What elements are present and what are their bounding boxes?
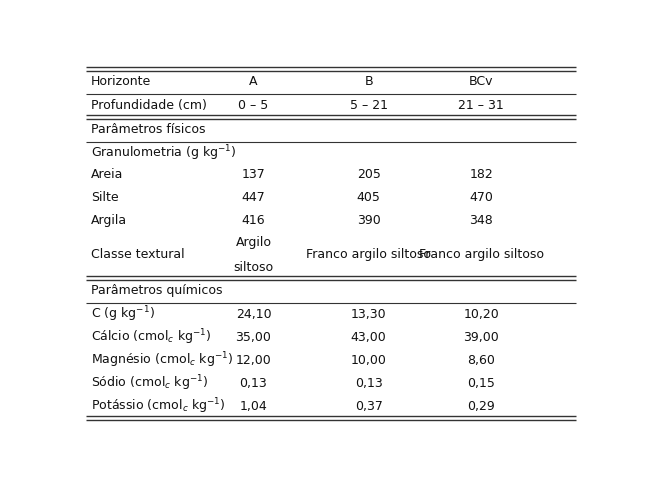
Text: 8,60: 8,60 — [467, 354, 495, 367]
Text: 137: 137 — [242, 168, 266, 181]
Text: 390: 390 — [357, 214, 380, 227]
Text: 39,00: 39,00 — [463, 331, 499, 344]
Text: Parâmetros físicos: Parâmetros físicos — [90, 123, 205, 136]
Text: 0,29: 0,29 — [468, 400, 495, 413]
Text: 5 – 21: 5 – 21 — [349, 99, 388, 112]
Text: BCv: BCv — [469, 75, 494, 88]
Text: C (g kg$^{-1}$): C (g kg$^{-1}$) — [90, 305, 154, 324]
Text: B: B — [364, 75, 373, 88]
Text: 470: 470 — [470, 191, 493, 204]
Text: 416: 416 — [242, 214, 266, 227]
Text: Sódio (cmol$_c$ kg$^{-1}$): Sódio (cmol$_c$ kg$^{-1}$) — [90, 374, 208, 393]
Text: 1,04: 1,04 — [240, 400, 267, 413]
Text: Profundidade (cm): Profundidade (cm) — [90, 99, 207, 112]
Text: 43,00: 43,00 — [351, 331, 386, 344]
Text: 0,15: 0,15 — [467, 377, 495, 390]
Text: 405: 405 — [357, 191, 380, 204]
Text: 0,13: 0,13 — [240, 377, 267, 390]
Text: Horizonte: Horizonte — [90, 75, 151, 88]
Text: siltoso: siltoso — [233, 261, 273, 274]
Text: Areia: Areia — [90, 168, 123, 181]
Text: Parâmetros químicos: Parâmetros químicos — [90, 284, 222, 297]
Text: 348: 348 — [470, 214, 493, 227]
Text: Franco argilo siltoso: Franco argilo siltoso — [419, 248, 544, 261]
Text: 447: 447 — [242, 191, 266, 204]
Text: 0 – 5: 0 – 5 — [238, 99, 269, 112]
Text: 13,30: 13,30 — [351, 308, 386, 321]
Text: 10,00: 10,00 — [351, 354, 386, 367]
Text: 24,10: 24,10 — [236, 308, 271, 321]
Text: Silte: Silte — [90, 191, 118, 204]
Text: 12,00: 12,00 — [236, 354, 271, 367]
Text: 35,00: 35,00 — [236, 331, 271, 344]
Text: Magnésio (cmol$_c$ kg$^{-1}$): Magnésio (cmol$_c$ kg$^{-1}$) — [90, 351, 233, 370]
Text: Potássio (cmol$_c$ kg$^{-1}$): Potássio (cmol$_c$ kg$^{-1}$) — [90, 397, 225, 416]
Text: 0,13: 0,13 — [355, 377, 382, 390]
Text: 0,37: 0,37 — [355, 400, 382, 413]
Text: Argilo: Argilo — [236, 236, 271, 249]
Text: 21 – 31: 21 – 31 — [459, 99, 504, 112]
Text: Granulometria (g kg$^{-1}$): Granulometria (g kg$^{-1}$) — [90, 143, 236, 162]
Text: 205: 205 — [357, 168, 380, 181]
Text: Cálcio (cmol$_c$ kg$^{-1}$): Cálcio (cmol$_c$ kg$^{-1}$) — [90, 328, 211, 348]
Text: 10,20: 10,20 — [463, 308, 499, 321]
Text: Classe textural: Classe textural — [90, 248, 184, 261]
Text: Franco argilo siltoso: Franco argilo siltoso — [306, 248, 431, 261]
Text: A: A — [249, 75, 258, 88]
Text: Argila: Argila — [90, 214, 127, 227]
Text: 182: 182 — [470, 168, 493, 181]
